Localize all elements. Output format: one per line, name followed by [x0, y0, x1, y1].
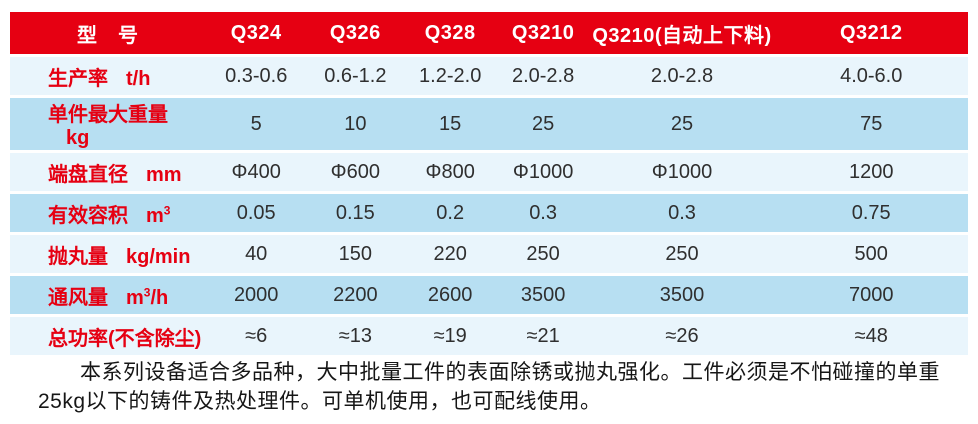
- spec-value-cell: 3500: [589, 274, 775, 317]
- row-label-cell: 单件最大重量kg: [10, 96, 206, 153]
- spec-value-cell: 0.3: [589, 192, 775, 235]
- spec-value-cell: ≈19: [403, 315, 497, 358]
- spec-value-cell: 40: [205, 233, 307, 276]
- col-header-model: Q3210(自动上下料): [589, 12, 775, 57]
- row-unit: m3: [146, 202, 171, 227]
- spec-value-cell: 220: [403, 233, 497, 276]
- spec-value-cell: 0.75: [774, 192, 968, 235]
- spec-value-cell: 0.15: [306, 192, 404, 235]
- row-unit: mm: [146, 164, 182, 186]
- col-header-model: Q3210: [496, 12, 590, 57]
- row-label: 单件最大重量: [48, 104, 168, 126]
- spec-value-cell: 75: [774, 96, 968, 153]
- spec-value-cell: 2.0-2.8: [496, 55, 590, 98]
- spec-value-cell: 1.2-2.0: [403, 55, 497, 98]
- spec-value-cell: 500: [774, 233, 968, 276]
- spec-value-cell: 250: [496, 233, 590, 276]
- spec-value-cell: 2200: [306, 274, 404, 317]
- spec-value-cell: Φ800: [403, 151, 497, 194]
- spec-value-cell: 25: [589, 96, 775, 153]
- unit-main: mm: [146, 163, 182, 186]
- spec-value-cell: 15: [403, 96, 497, 153]
- table-row-shot-blast-rate: 抛丸量 kg/min 40 150 220 250 250 500: [10, 233, 968, 276]
- unit-sup: 3: [163, 202, 171, 217]
- spec-value-cell: 4.0-6.0: [774, 55, 968, 98]
- table-row-production-rate: 生产率 t/h 0.3-0.6 0.6-1.2 1.2-2.0 2.0-2.8 2…: [10, 55, 968, 98]
- spec-value-cell: ≈26: [589, 315, 775, 358]
- col-header-model: Q3212: [774, 12, 968, 57]
- row-unit: t/h: [126, 68, 150, 90]
- row-label-cell: 通风量 m3/h: [10, 274, 206, 317]
- table-header-row: 型 号 Q324 Q326 Q328 Q3210 Q3210(自动上下料) Q3…: [10, 12, 968, 57]
- spec-value-cell: 2.0-2.8: [589, 55, 775, 98]
- unit-main: m: [126, 286, 144, 309]
- row-label-cell: 总功率(不含除尘): [10, 315, 206, 358]
- unit-main: kg: [66, 127, 90, 149]
- unit-rest: /h: [150, 286, 169, 309]
- spec-value-cell: 3500: [496, 274, 590, 317]
- spec-value-cell: ≈48: [774, 315, 968, 358]
- row-label-cell: 端盘直径 mm: [10, 151, 206, 194]
- row-unit: m3/h: [126, 284, 169, 309]
- spec-value-cell: 5: [205, 96, 307, 153]
- table-row-max-piece-weight: 单件最大重量kg 5 10 15 25 25 75: [10, 96, 968, 153]
- spec-value-cell: Φ1000: [496, 151, 590, 194]
- spec-value-cell: 10: [306, 96, 404, 153]
- spec-value-cell: Φ1000: [589, 151, 775, 194]
- row-label: 生产率: [48, 67, 108, 90]
- spec-value-cell: 7000: [774, 274, 968, 317]
- row-label: 通风量: [48, 286, 108, 309]
- spec-value-cell: 25: [496, 96, 590, 153]
- spec-value-cell: 150: [306, 233, 404, 276]
- spec-value-cell: 0.6-1.2: [306, 55, 404, 98]
- spec-value-cell: Φ600: [306, 151, 404, 194]
- unit-main: m: [146, 204, 164, 227]
- spec-value-cell: ≈6: [205, 315, 307, 358]
- row-label: 抛丸量: [48, 245, 108, 268]
- spec-value-cell: 0.05: [205, 192, 307, 235]
- row-unit: kg: [66, 127, 89, 149]
- col-header-label: 型 号: [10, 12, 206, 57]
- table-row-total-power: 总功率(不含除尘) ≈6 ≈13 ≈19 ≈21 ≈26 ≈48: [10, 315, 968, 358]
- table-row-effective-volume: 有效容积 m3 0.05 0.15 0.2 0.3 0.3 0.75: [10, 192, 968, 235]
- row-label: 端盘直径: [48, 163, 128, 186]
- spec-value-cell: Φ400: [205, 151, 307, 194]
- row-unit: kg/min: [126, 246, 190, 268]
- col-header-model: Q326: [306, 12, 404, 57]
- unit-main: t/h: [126, 67, 151, 90]
- spec-value-cell: 0.3: [496, 192, 590, 235]
- table-row-ventilation: 通风量 m3/h 2000 2200 2600 3500 3500 7000: [10, 274, 968, 317]
- row-label-cell: 有效容积 m3: [10, 192, 206, 235]
- table-row-end-disk-diameter: 端盘直径 mm Φ400 Φ600 Φ800 Φ1000 Φ1000 1200: [10, 151, 968, 194]
- unit-sup: 3: [143, 284, 151, 299]
- row-label-cell: 抛丸量 kg/min: [10, 233, 206, 276]
- spec-value-cell: 0.2: [403, 192, 497, 235]
- spec-value-cell: 0.3-0.6: [205, 55, 307, 98]
- col-header-model: Q324: [205, 12, 307, 57]
- spec-value-cell: 250: [589, 233, 775, 276]
- spec-value-cell: ≈13: [306, 315, 404, 358]
- row-label: 总功率(不含除尘): [48, 327, 202, 350]
- col-header-model: Q328: [403, 12, 497, 57]
- spec-value-cell: 2600: [403, 274, 497, 317]
- spec-value-cell: ≈21: [496, 315, 590, 358]
- spec-table: 型 号 Q324 Q326 Q328 Q3210 Q3210(自动上下料) Q3…: [10, 12, 968, 358]
- description-text: 本系列设备适合多品种，大中批量工件的表面除锈或抛丸强化。工件必须是不怕碰撞的单重…: [38, 361, 940, 413]
- spec-value-cell: 1200: [774, 151, 968, 194]
- spec-value-cell: 2000: [205, 274, 307, 317]
- row-label: 有效容积: [48, 204, 128, 227]
- unit-main: kg/min: [126, 245, 191, 268]
- row-label-cell: 生产率 t/h: [10, 55, 206, 98]
